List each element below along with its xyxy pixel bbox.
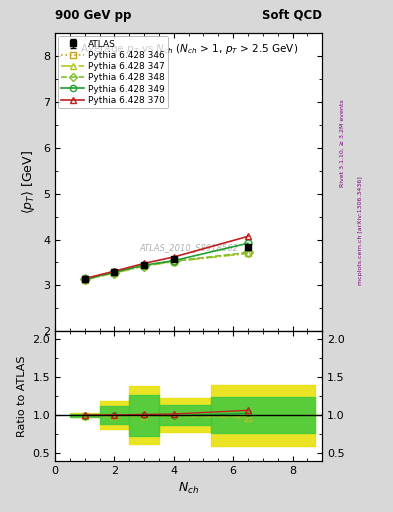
Pythia 6.428 347	[171, 259, 176, 265]
Pythia 6.428 370	[246, 233, 250, 240]
Pythia 6.428 347	[112, 270, 117, 276]
Pythia 6.428 348	[171, 258, 176, 264]
Pythia 6.428 346	[246, 250, 250, 257]
Pythia 6.428 348	[142, 263, 147, 269]
Pythia 6.428 370	[83, 275, 87, 282]
Pythia 6.428 349	[171, 258, 176, 264]
Pythia 6.428 348	[246, 249, 250, 255]
Pythia 6.428 370	[171, 254, 176, 260]
Text: ATLAS_2010_S8918562: ATLAS_2010_S8918562	[139, 243, 238, 252]
Pythia 6.428 370	[142, 260, 147, 266]
Line: Pythia 6.428 349: Pythia 6.428 349	[81, 240, 252, 283]
Pythia 6.428 347	[142, 263, 147, 269]
Pythia 6.428 347	[246, 250, 250, 257]
Line: Pythia 6.428 348: Pythia 6.428 348	[81, 249, 252, 283]
Pythia 6.428 349	[112, 269, 117, 275]
Pythia 6.428 346	[112, 269, 117, 275]
Text: mcplots.cern.ch [arXiv:1306.3436]: mcplots.cern.ch [arXiv:1306.3436]	[358, 176, 363, 285]
Pythia 6.428 346	[142, 263, 147, 269]
Pythia 6.428 347	[83, 277, 87, 283]
Pythia 6.428 346	[171, 258, 176, 264]
Pythia 6.428 349	[83, 276, 87, 283]
Pythia 6.428 370	[112, 268, 117, 274]
Y-axis label: Ratio to ATLAS: Ratio to ATLAS	[17, 355, 27, 437]
Pythia 6.428 349	[246, 240, 250, 246]
Text: Average $p_T$ vs $N_{ch}$ ($N_{ch}$ > 1, $p_T$ > 2.5 GeV): Average $p_T$ vs $N_{ch}$ ($N_{ch}$ > 1,…	[79, 42, 298, 56]
Legend: ATLAS, Pythia 6.428 346, Pythia 6.428 347, Pythia 6.428 348, Pythia 6.428 349, P: ATLAS, Pythia 6.428 346, Pythia 6.428 34…	[58, 36, 168, 109]
Line: Pythia 6.428 347: Pythia 6.428 347	[81, 250, 252, 283]
Line: Pythia 6.428 346: Pythia 6.428 346	[81, 250, 252, 283]
Pythia 6.428 348	[83, 276, 87, 283]
Pythia 6.428 346	[83, 276, 87, 283]
Pythia 6.428 348	[112, 269, 117, 275]
Text: Soft QCD: Soft QCD	[262, 9, 322, 22]
Line: Pythia 6.428 370: Pythia 6.428 370	[81, 233, 252, 282]
Y-axis label: $\langle p_T \rangle$ [GeV]: $\langle p_T \rangle$ [GeV]	[20, 151, 37, 214]
X-axis label: $N_{ch}$: $N_{ch}$	[178, 481, 199, 496]
Text: Rivet 3.1.10, ≥ 3.2M events: Rivet 3.1.10, ≥ 3.2M events	[340, 99, 345, 187]
Text: 900 GeV pp: 900 GeV pp	[55, 9, 131, 22]
Pythia 6.428 349	[142, 262, 147, 268]
